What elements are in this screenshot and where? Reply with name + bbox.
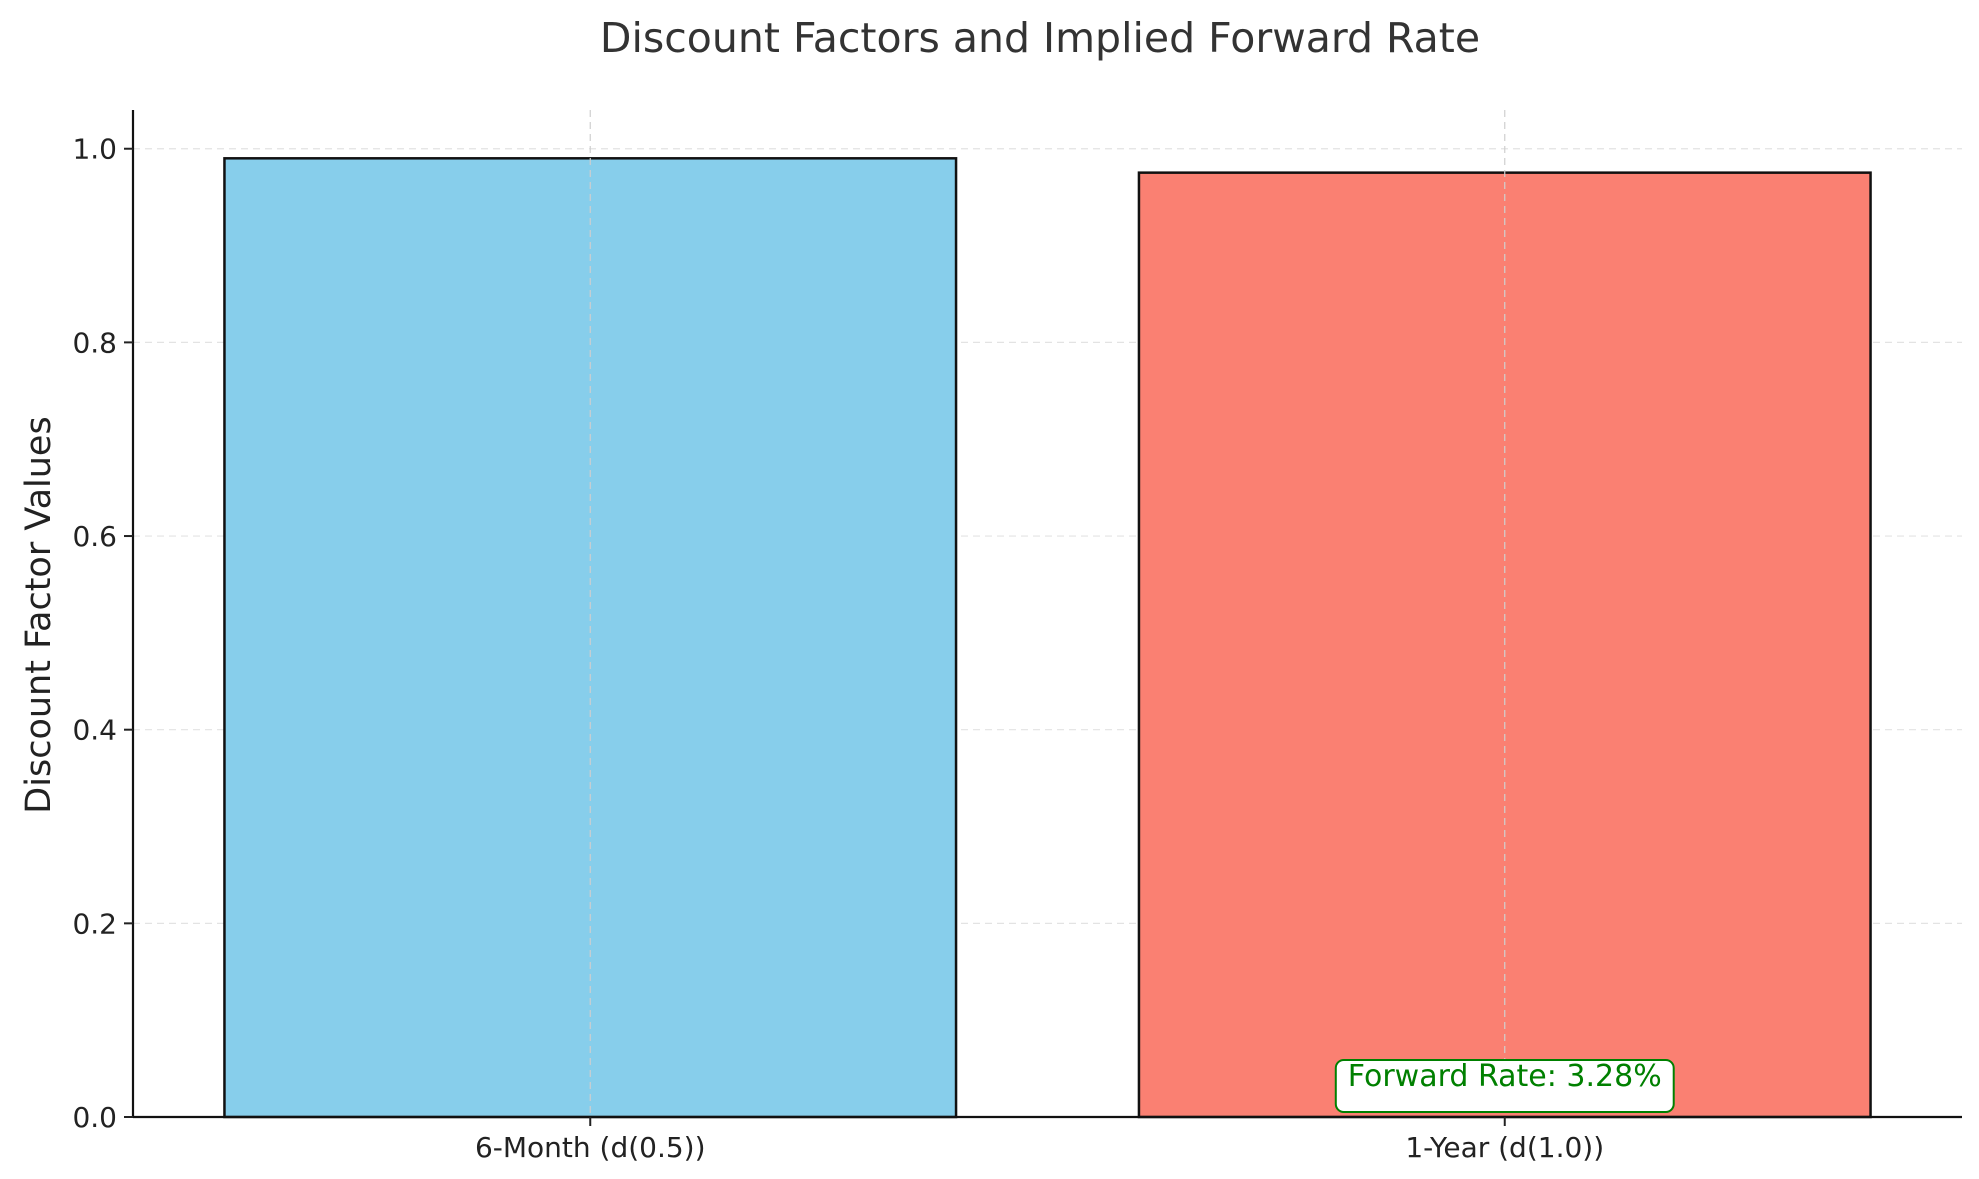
y-ticks: 0.0 0.2 0.4 0.6 0.8 1.0: [72, 133, 133, 1134]
y-tick-label: 0.8: [72, 326, 117, 359]
bars: [223, 157, 1872, 1119]
y-tick-label: 1.0: [72, 133, 117, 166]
x-tick-label: 1-Year (d(1.0)): [1405, 1131, 1604, 1164]
axes: [131, 110, 1962, 1119]
y-tick-label: 0.2: [72, 907, 117, 940]
chart-title: Discount Factors and Implied Forward Rat…: [600, 14, 1480, 62]
forward-rate-annotation: Forward Rate: 3.28%: [1334, 1059, 1675, 1113]
x-ticks: 6-Month (d(0.5)) 1-Year (d(1.0)): [475, 1117, 1604, 1164]
annotation-text: Forward Rate: 3.28%: [1348, 1059, 1662, 1094]
x-tick-label: 6-Month (d(0.5)): [475, 1131, 706, 1164]
y-tick-label: 0.4: [72, 714, 117, 747]
y-tick-label: 0.0: [72, 1101, 117, 1134]
y-axis-label: Discount Factor Values: [19, 416, 59, 813]
y-tick-label: 0.6: [72, 520, 117, 553]
annotation-box: [1334, 1059, 1675, 1113]
